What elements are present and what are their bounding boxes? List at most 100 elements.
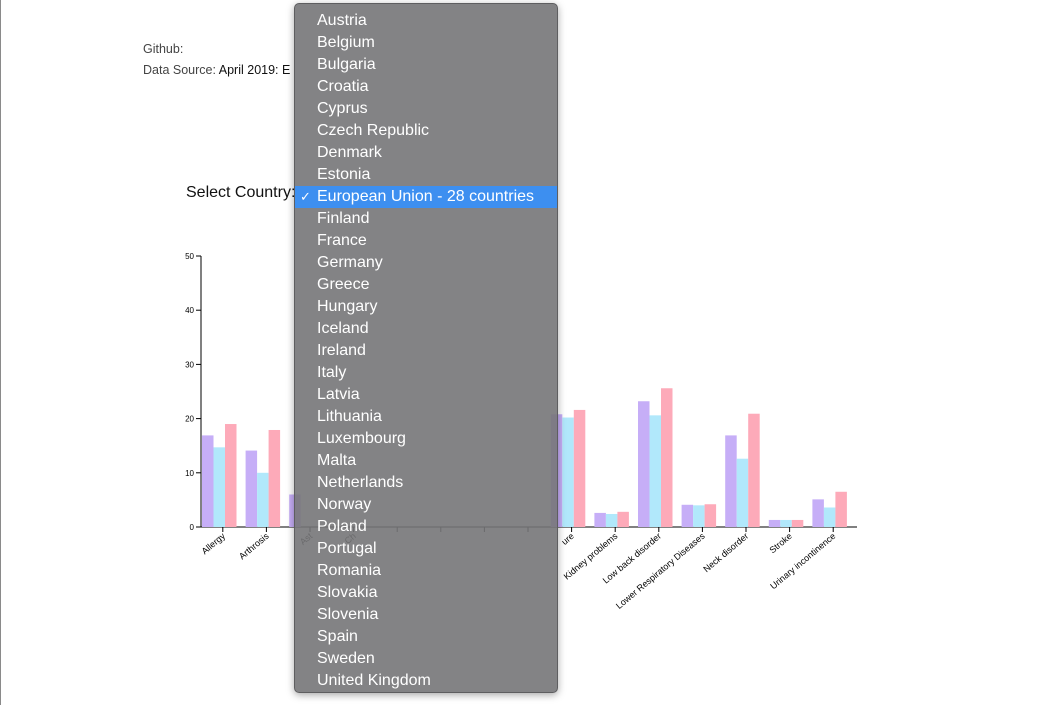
country-option[interactable]: Norway: [295, 494, 557, 516]
country-option-label: Iceland: [317, 320, 369, 337]
bar: [268, 429, 281, 527]
bar: [725, 435, 737, 527]
country-option-label: Luxembourg: [317, 430, 406, 447]
bar: [573, 409, 586, 527]
country-option-label: Slovakia: [317, 584, 378, 601]
bar: [605, 513, 618, 527]
country-option-label: Belgium: [317, 34, 375, 51]
y-tick-label: 0: [190, 523, 195, 532]
country-option[interactable]: Belgium: [295, 32, 557, 54]
bar: [791, 519, 804, 527]
bar: [202, 435, 214, 527]
country-option[interactable]: France: [295, 230, 557, 252]
country-option[interactable]: Romania: [295, 560, 557, 582]
bar: [661, 388, 673, 527]
bar: [736, 458, 749, 527]
country-option[interactable]: Netherlands: [295, 472, 557, 494]
country-option[interactable]: Sweden: [295, 648, 557, 670]
country-option-label: Cyprus: [317, 100, 368, 117]
country-option[interactable]: Slovenia: [295, 604, 557, 626]
bar: [638, 401, 650, 527]
country-option-label: European Union - 28 countries: [317, 188, 535, 205]
country-option[interactable]: Germany: [295, 252, 557, 274]
country-option-label: Austria: [317, 12, 367, 29]
x-tick-label: Allergy: [200, 531, 228, 557]
country-option[interactable]: Spain: [295, 626, 557, 648]
country-option-label: Bulgaria: [317, 56, 376, 73]
x-tick-label: Lower Respiratory Diseases: [614, 531, 707, 611]
country-option[interactable]: Iceland: [295, 318, 557, 340]
country-option[interactable]: Latvia: [295, 384, 557, 406]
country-option[interactable]: Austria: [295, 10, 557, 32]
country-option[interactable]: Greece: [295, 274, 557, 296]
checkmark-icon: ✓: [300, 189, 311, 204]
country-option-label: Hungary: [317, 298, 378, 315]
x-tick-label: Arthrosis: [237, 531, 271, 562]
bar: [257, 472, 269, 527]
bar: [768, 519, 781, 527]
y-tick-label: 20: [185, 415, 194, 424]
country-option[interactable]: Slovakia: [295, 582, 557, 604]
country-option-label: Slovenia: [317, 606, 379, 623]
country-option-label: Denmark: [317, 144, 382, 161]
page-meta: Github: Data Source: April 2019: E: [143, 39, 290, 81]
country-option-label: United Kingdom: [317, 672, 431, 689]
bar: [835, 491, 847, 527]
bar: [704, 504, 717, 527]
country-option[interactable]: ✓ European Union - 28 countries: [295, 186, 557, 208]
bar: [780, 519, 792, 527]
data-source-row: Data Source: April 2019: E: [143, 60, 290, 81]
country-option-label: Poland: [317, 518, 367, 535]
country-option[interactable]: Czech Republic: [295, 120, 557, 142]
country-option-label: Ireland: [317, 342, 366, 359]
bar: [681, 504, 694, 527]
country-dropdown-menu[interactable]: Austria Belgium Bulgaria Croatia Cyprus Czech…: [294, 3, 558, 693]
country-option-label: Finland: [317, 210, 370, 227]
y-tick-label: 40: [185, 306, 194, 315]
country-option-label: Estonia: [317, 166, 371, 183]
country-option[interactable]: Poland: [295, 516, 557, 538]
data-source-value: April 2019: E: [218, 63, 291, 77]
bar: [649, 415, 661, 527]
bar: [213, 447, 225, 527]
country-option-label: Latvia: [317, 386, 360, 403]
country-option[interactable]: Malta: [295, 450, 557, 472]
country-option[interactable]: Croatia: [295, 76, 557, 98]
bar: [823, 507, 836, 527]
country-option-label: Sweden: [317, 650, 375, 667]
country-option[interactable]: Denmark: [295, 142, 557, 164]
x-tick-label: Stroke: [768, 531, 794, 555]
country-option[interactable]: Luxembourg: [295, 428, 557, 450]
country-option[interactable]: Finland: [295, 208, 557, 230]
country-option-label: Germany: [317, 254, 383, 271]
select-country-label: Select Country:: [186, 184, 296, 201]
country-option-label: Netherlands: [317, 474, 404, 491]
country-option-label: Romania: [317, 562, 382, 579]
bar: [594, 512, 606, 527]
bar: [562, 417, 574, 527]
country-option[interactable]: Estonia: [295, 164, 557, 186]
bar: [245, 450, 258, 527]
country-option[interactable]: Ireland: [295, 340, 557, 362]
country-option[interactable]: Italy: [295, 362, 557, 384]
x-tick-label: ure: [559, 531, 575, 547]
data-source-label: Data Source:: [143, 63, 216, 77]
x-tick-label: Neck disorder: [701, 531, 750, 574]
bar: [693, 505, 705, 527]
github-label: Github:: [143, 42, 184, 56]
country-option-label: Italy: [317, 364, 347, 381]
country-option[interactable]: United Kingdom: [295, 670, 557, 692]
window-left-border: [0, 0, 1, 705]
country-option[interactable]: Hungary: [295, 296, 557, 318]
country-option-label: Norway: [317, 496, 372, 513]
y-tick-label: 50: [185, 252, 194, 261]
country-option[interactable]: Cyprus: [295, 98, 557, 120]
country-option[interactable]: Bulgaria: [295, 54, 557, 76]
country-option[interactable]: Lithuania: [295, 406, 557, 428]
github-row: Github:: [143, 39, 290, 60]
y-tick-label: 10: [185, 469, 194, 478]
country-option[interactable]: Portugal: [295, 538, 557, 560]
bar: [812, 499, 824, 527]
bar: [748, 413, 760, 527]
country-option-label: France: [317, 232, 367, 249]
